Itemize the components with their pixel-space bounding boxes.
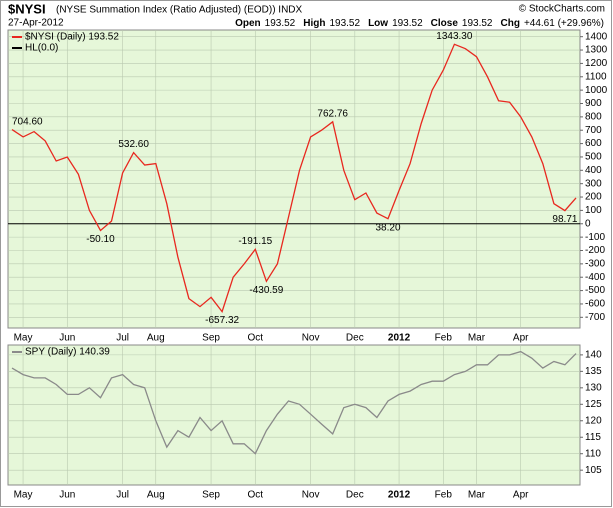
x-tick-label: Apr [513, 490, 529, 501]
y-tick-label: -400 [585, 272, 605, 283]
x-tick-label: Feb [435, 490, 453, 501]
x-tick-label: Sep [202, 490, 220, 501]
x-tick-label: Dec [346, 490, 364, 501]
series-line [11, 350, 577, 455]
description: (NYSE Summation Index (Ratio Adjusted) (… [56, 5, 303, 16]
value-label: 532.60 [118, 139, 149, 150]
value-label: 1343.30 [436, 31, 473, 42]
value-label: 762.76 [317, 108, 348, 119]
y-tick-label: 140 [585, 350, 602, 361]
y-tick-label: 1300 [585, 45, 608, 56]
y-tick-label: 115 [585, 432, 601, 443]
value-label: -50.10 [86, 234, 115, 245]
quote-value: +44.61 (+29.96%) [524, 18, 604, 29]
plot-area [7, 29, 581, 329]
y-tick-label: 300 [585, 178, 602, 189]
x-tick-label: Jun [59, 490, 75, 501]
y-tick-label: 130 [585, 382, 602, 393]
series-line [11, 43, 577, 313]
copyright: © StockCharts.com [519, 4, 605, 15]
value-label: 98.71 [552, 214, 577, 225]
y-tick-label: 800 [585, 112, 602, 123]
y-tick-label: 700 [585, 125, 602, 136]
x-tick-label: Mar [468, 333, 486, 344]
x-tick-label: Jul [116, 490, 129, 501]
y-tick-label: -700 [585, 312, 605, 323]
quote-label: Open [235, 18, 261, 29]
value-label: -657.32 [205, 315, 239, 326]
value-label: -191.15 [238, 236, 272, 247]
x-tick-label: Oct [248, 490, 264, 501]
x-tick-label: Aug [147, 333, 165, 344]
x-tick-label: Nov [302, 490, 320, 501]
y-tick-label: 0 [585, 218, 591, 229]
quote-label: Low [368, 18, 388, 29]
legend-label: $NYSI (Daily) 193.52 [25, 32, 119, 43]
x-tick-label: 2012 [388, 490, 411, 501]
y-tick-label: -100 [585, 232, 605, 243]
x-tick-label: Jul [116, 333, 129, 344]
y-tick-label: 125 [585, 399, 602, 410]
date: 27-Apr-2012 [8, 18, 64, 29]
legend-label: HL(0.0) [25, 43, 58, 54]
y-tick-label: 120 [585, 415, 602, 426]
y-tick-label: 1000 [585, 85, 608, 96]
x-tick-label: Sep [202, 333, 220, 344]
y-tick-label: 400 [585, 165, 602, 176]
y-tick-label: 900 [585, 98, 602, 109]
plot-area [7, 344, 581, 486]
x-tick-label: Jun [59, 333, 75, 344]
symbol: $NYSI [8, 1, 46, 16]
x-tick-label: Oct [248, 333, 264, 344]
quote-label: Close [431, 18, 459, 29]
x-tick-label: May [14, 490, 33, 501]
quote-value: 193.52 [462, 18, 493, 29]
value-label: 38.20 [375, 222, 400, 233]
quote-value: 193.52 [329, 18, 360, 29]
y-tick-label: -300 [585, 258, 605, 269]
x-tick-label: Dec [346, 333, 364, 344]
quote-value: 193.52 [392, 18, 423, 29]
y-tick-label: 110 [585, 448, 601, 459]
quote-label: Chg [500, 18, 519, 29]
x-tick-label: May [14, 333, 33, 344]
y-tick-label: -600 [585, 299, 605, 310]
y-tick-label: 100 [585, 205, 602, 216]
x-tick-label: Nov [302, 333, 320, 344]
y-tick-label: -200 [585, 245, 605, 256]
x-tick-label: Mar [468, 490, 486, 501]
quote-label: High [303, 18, 325, 29]
legend-label: SPY (Daily) 140.39 [25, 347, 110, 358]
x-tick-label: Aug [147, 490, 165, 501]
quote-value: 193.52 [265, 18, 296, 29]
y-tick-label: 500 [585, 152, 602, 163]
y-tick-label: 1100 [585, 71, 607, 82]
y-tick-label: 105 [585, 465, 602, 476]
y-tick-label: 1400 [585, 31, 608, 42]
x-tick-label: Feb [435, 333, 453, 344]
y-tick-label: 200 [585, 192, 602, 203]
y-tick-label: 135 [585, 366, 602, 377]
value-label: 704.60 [12, 116, 43, 127]
y-tick-label: -500 [585, 285, 605, 296]
y-tick-label: 600 [585, 138, 602, 149]
value-label: -430.59 [249, 285, 283, 296]
quote: Open 193.52 High 193.52 Low 193.52 Close 193.52… [235, 18, 604, 29]
y-tick-label: 1200 [585, 58, 608, 69]
x-tick-label: Apr [513, 333, 529, 344]
x-tick-label: 2012 [388, 333, 411, 344]
